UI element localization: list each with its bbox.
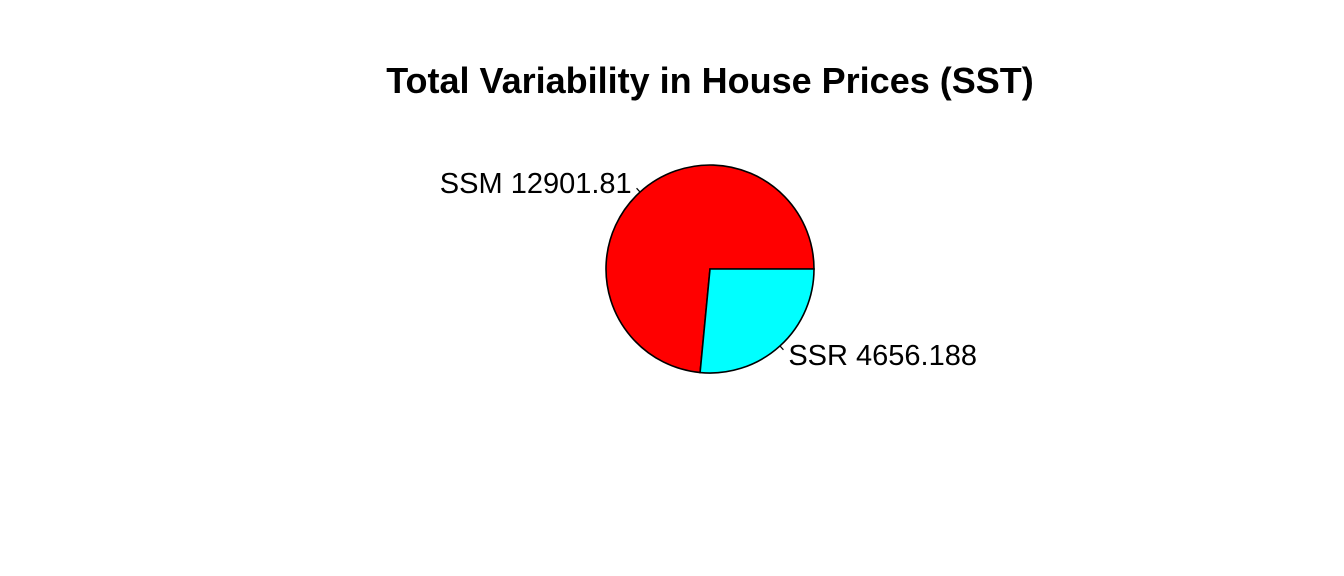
pie-label-1: SSR 4656.188: [788, 340, 977, 372]
pie-slice-1: [699, 268, 815, 374]
chart-title: Total Variability in House Prices (SST): [386, 60, 1034, 101]
pie-label-tick-1: [779, 345, 784, 351]
pie-slices: [605, 164, 815, 374]
pie-label-tick-0: [636, 187, 641, 193]
pie-labels: SSM 12901.81 SSR 4656.188: [440, 168, 977, 372]
pie-label-0: SSM 12901.81: [440, 168, 632, 200]
